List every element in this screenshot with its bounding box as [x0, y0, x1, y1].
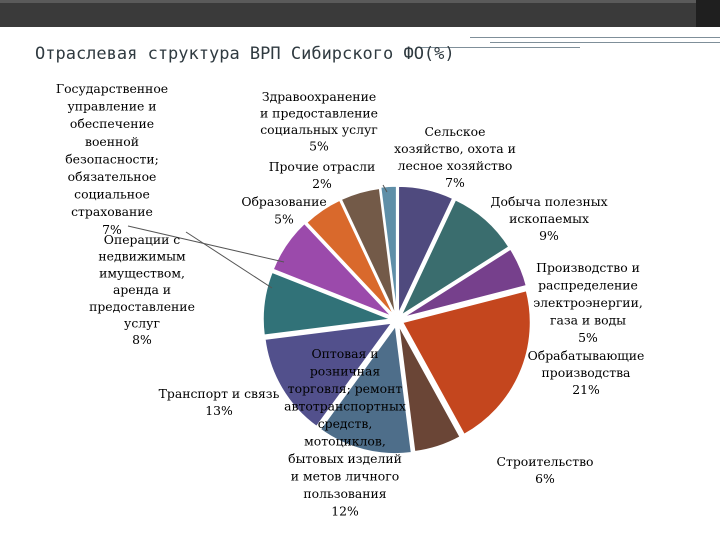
pie-slice-healthcare [340, 187, 397, 316]
data-label-construction: Строительство 6% [496, 454, 593, 486]
data-label-mining: Добыча полезных ископаемых 9% [490, 194, 607, 243]
data-label-other: Прочие отрасли 2% [269, 159, 376, 191]
title-rule-mid [490, 42, 720, 43]
pie-slice-education [305, 199, 395, 317]
data-label-transport: Транспорт и связь 13% [159, 386, 280, 418]
pie-slice-other [379, 185, 398, 315]
data-label-utilities: Производство и распределение электроэнерги… [533, 260, 643, 345]
pie-slice-transport [264, 322, 394, 428]
chart-title: Отраслевая структура ВРП Сибирского ФО(%… [35, 44, 455, 64]
pie-slice-trade [319, 323, 413, 455]
data-label-education: Образование 5% [241, 194, 326, 227]
pie-slice-utilities [402, 247, 528, 319]
data-label-trade: Оптовая и розничная торговля; ремонт автотр… [284, 346, 406, 519]
title-rule-low [420, 47, 580, 48]
data-label-healthcare: Здравоохранение и предоставление социальны… [260, 89, 378, 154]
title-rule-top [470, 37, 720, 38]
data-label-agriculture: Сельское хозяйство, охота и лесное хозяйст… [394, 124, 516, 190]
header-band [0, 0, 705, 27]
leader-line-public-admin [127, 225, 285, 263]
leader-line-real-estate [185, 231, 273, 289]
pie-slice-real-estate [262, 271, 392, 337]
header-band-end [696, 0, 720, 27]
leader-line-other [382, 184, 388, 193]
data-label-manufacturing: Обрабатывающие производства 21% [528, 348, 645, 397]
pie-slice-public-admin [272, 222, 393, 318]
header-band-highlight [0, 0, 705, 3]
pie-slice-agriculture [397, 185, 454, 315]
pie-slice-mining [399, 198, 511, 318]
pie-slice-construction [397, 324, 462, 453]
data-label-public-admin: Государственное управление и обеспечение во… [56, 81, 168, 237]
pie-slice-manufacturing [401, 289, 532, 436]
